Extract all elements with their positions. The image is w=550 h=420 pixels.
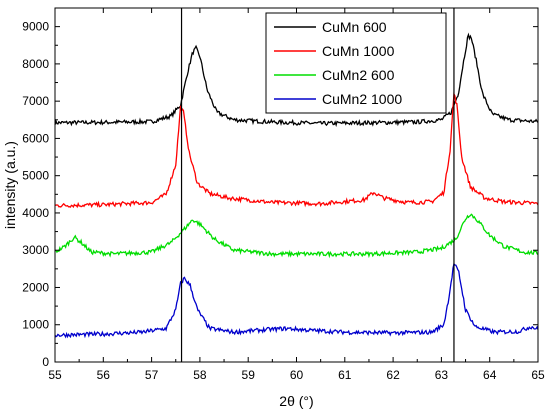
y-tick-label: 2000 xyxy=(22,280,49,294)
y-tick-label: 0 xyxy=(42,355,49,369)
x-tick-label: 56 xyxy=(97,368,111,382)
legend-box xyxy=(265,12,447,114)
series-line-3 xyxy=(54,213,539,259)
legend-label: CuMn 1000 xyxy=(322,43,395,59)
x-tick-label: 65 xyxy=(531,368,545,382)
reference-lines xyxy=(180,8,455,362)
y-tick-label: 6000 xyxy=(22,131,49,145)
x-tick-label: 55 xyxy=(48,368,62,382)
x-tick-label: 59 xyxy=(242,368,256,382)
x-tick-label: 60 xyxy=(290,368,304,382)
x-axis-title: 2θ (°) xyxy=(279,393,313,409)
y-tick-label: 5000 xyxy=(22,169,49,183)
x-tick-label: 63 xyxy=(435,368,449,382)
legend: CuMn 600 CuMn 1000 CuMn2 600 CuMn2 1000 xyxy=(265,12,447,114)
x-tick-label: 57 xyxy=(145,368,159,382)
legend-label: CuMn 600 xyxy=(322,19,387,35)
y-tick-label: 1000 xyxy=(22,318,49,332)
y-tick-label: 3000 xyxy=(22,243,49,257)
series-layer xyxy=(54,32,539,339)
x-tick-label: 62 xyxy=(386,368,400,382)
series-line-1 xyxy=(54,32,539,128)
x-tick-label: 58 xyxy=(193,368,207,382)
series-line-2 xyxy=(54,91,539,209)
x-tick-label: 61 xyxy=(338,368,352,382)
y-tick-label: 7000 xyxy=(22,94,49,108)
legend-label: CuMn2 600 xyxy=(322,67,395,83)
y-tick-label: 4000 xyxy=(22,206,49,220)
y-tick-label: 8000 xyxy=(22,57,49,71)
axis-ticks: 55 56 57 58 59 60 61 62 63 64 65 0 1000 2000 3000 4000 5… xyxy=(22,7,545,382)
y-axis-title: intensity (a.u.) xyxy=(2,141,18,229)
series-line-4 xyxy=(54,262,539,339)
legend-label: CuMn2 1000 xyxy=(322,91,402,107)
x-tick-label: 64 xyxy=(483,368,497,382)
y-tick-label: 9000 xyxy=(22,20,49,34)
